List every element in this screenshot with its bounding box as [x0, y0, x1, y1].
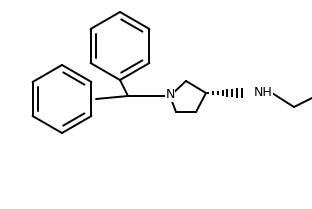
Text: NH: NH	[254, 87, 273, 99]
Text: N: N	[165, 88, 175, 102]
